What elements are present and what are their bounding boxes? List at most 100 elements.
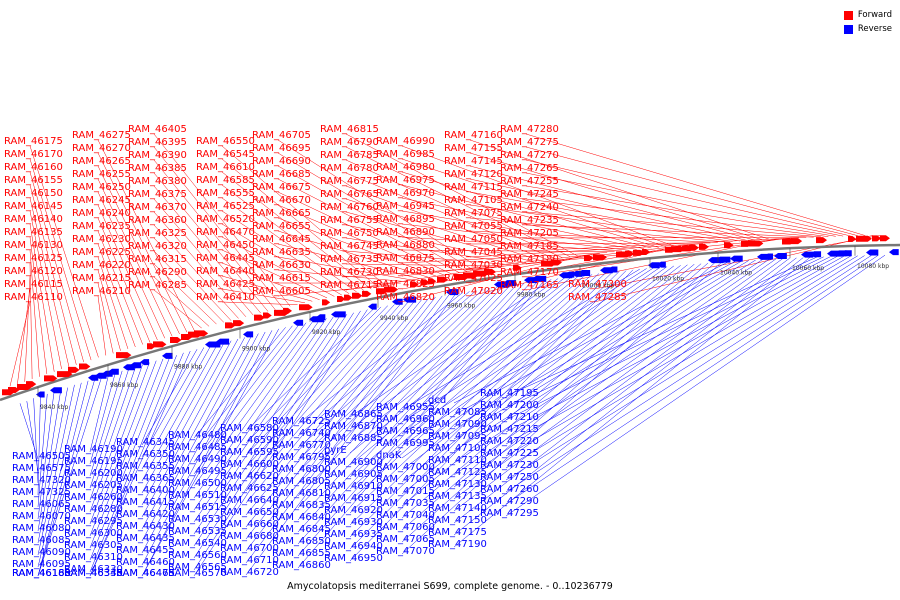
leader-line <box>153 276 210 327</box>
gene-label: dnaK <box>376 450 402 461</box>
gene-label: RAM_46080 <box>12 523 71 534</box>
leader-line <box>89 356 171 561</box>
gene-label: RAM_47275 <box>500 137 559 148</box>
gene-label: RAM_46855 <box>272 548 331 559</box>
gene-label: RAM_47260 <box>480 484 539 495</box>
gene-label: RAM_47145 <box>444 156 503 167</box>
gene-label: RAM_46930 <box>324 517 383 528</box>
leader-line <box>297 282 525 533</box>
gene-label: RAM_46835 <box>272 500 331 511</box>
reverse-gene-arrow <box>205 341 221 348</box>
gene-label: RAM_46705 <box>252 130 311 141</box>
leader-line <box>453 257 797 524</box>
leader-line <box>141 331 266 566</box>
legend-reverse: Reverse <box>843 24 892 34</box>
leader-line <box>525 159 851 237</box>
gene-label: RAM_46620 <box>220 471 279 482</box>
gene-label: RAM_47210 <box>480 412 539 423</box>
gene-label: RAM_47250 <box>480 472 539 483</box>
leader-line <box>469 217 726 243</box>
leader-line <box>401 267 654 435</box>
leader-line <box>221 236 335 297</box>
forward-gene-arrow <box>337 295 346 302</box>
gene-label: RAM_46225 <box>72 247 131 258</box>
leader-line <box>97 295 107 356</box>
leader-line <box>345 185 549 260</box>
gene-label: RAM_46085 <box>12 535 71 546</box>
gene-label: RAM_46615 <box>252 273 311 284</box>
gene-label: RAM_46875 <box>376 253 435 264</box>
forward-gene-arrow <box>724 242 734 249</box>
gene-label: RAM_46740 <box>272 428 331 439</box>
axis-tick-label: 9880 kbp <box>174 363 202 370</box>
leader-line <box>221 210 350 294</box>
leader-line <box>453 259 756 452</box>
gene-label: RAM_46490 <box>168 454 227 465</box>
gene-label: RAM_46970 <box>376 188 435 199</box>
gene-label: RAM_47065 <box>376 534 435 545</box>
leader-line <box>401 266 668 459</box>
gene-label: RAM_46580 <box>220 423 279 434</box>
leader-line <box>97 191 166 339</box>
leader-line <box>505 255 865 481</box>
gene-label: RAM_47035 <box>376 498 435 509</box>
leader-line <box>401 265 675 471</box>
leader-line <box>193 315 341 535</box>
leader-line <box>349 271 620 538</box>
leader-line <box>97 152 188 333</box>
gene-label: RAM_46185 <box>12 568 71 579</box>
leader-line <box>221 301 298 306</box>
leader-line <box>277 230 431 279</box>
gene-label: RAM_47300 <box>568 279 627 290</box>
forward-gene-arrow <box>352 292 363 299</box>
gene-label: RAM_46870 <box>324 421 383 432</box>
gene-label: RAM_46710 <box>220 555 279 566</box>
gene-label: RAM_47225 <box>480 448 539 459</box>
gene-label: RAM_47140 <box>428 503 487 514</box>
forward-gene-arrow <box>254 314 265 321</box>
leader-line <box>349 269 634 562</box>
gene-label: RAM_47115 <box>444 182 503 193</box>
gene-label: RAM_47180 <box>500 254 559 265</box>
leader-line <box>29 262 33 379</box>
gene-label: RAM_47240 <box>500 202 559 213</box>
gene-label: RAM_46600 <box>220 459 279 470</box>
gene-label: RAM_46610 <box>196 162 255 173</box>
gene-label: RAM_46320 <box>128 241 187 252</box>
forward-gene-arrow <box>689 244 699 251</box>
forward-gene-arrow <box>8 387 20 394</box>
gene-arrows <box>2 235 899 398</box>
leader-line <box>277 152 475 271</box>
gene-label: RAM_46070 <box>12 511 71 522</box>
leader-line <box>401 171 659 248</box>
axis-tick-label: 9920 kbp <box>312 329 340 336</box>
gene-label: RAM_46335 <box>64 568 123 579</box>
gene-label: RAM_47170 <box>500 267 559 278</box>
leader-line <box>245 299 423 516</box>
leader-line <box>505 255 879 505</box>
gene-label: RAM_47125 <box>428 467 487 478</box>
leader-line <box>193 324 300 463</box>
forward-gene-arrow <box>437 276 449 283</box>
leader-line <box>193 319 320 499</box>
forward-gene-arrow <box>748 240 764 247</box>
gene-label: RAM_46750 <box>320 228 379 239</box>
gene-label: RAM_46190 <box>64 444 123 455</box>
gene-label: RAM_46150 <box>4 188 63 199</box>
gene-label: RAM_47105 <box>444 195 503 206</box>
gene-label: RAM_47290 <box>480 496 539 507</box>
gene-label: RAM_46135 <box>4 227 63 238</box>
leader-line <box>141 345 211 470</box>
gene-label: RAM_46245 <box>72 195 131 206</box>
gene-label: RAM_46485 <box>168 442 227 453</box>
leader-line <box>29 171 84 363</box>
leader-line <box>37 389 62 532</box>
gene-label: RAM_46250 <box>72 182 131 193</box>
reverse-gene-arrow <box>532 275 547 282</box>
leader-line <box>153 185 261 314</box>
leader-line <box>297 289 484 461</box>
leader-line <box>37 393 48 508</box>
legend-forward: Forward <box>843 10 892 20</box>
leader-line <box>453 257 811 548</box>
leader-line <box>345 266 497 278</box>
